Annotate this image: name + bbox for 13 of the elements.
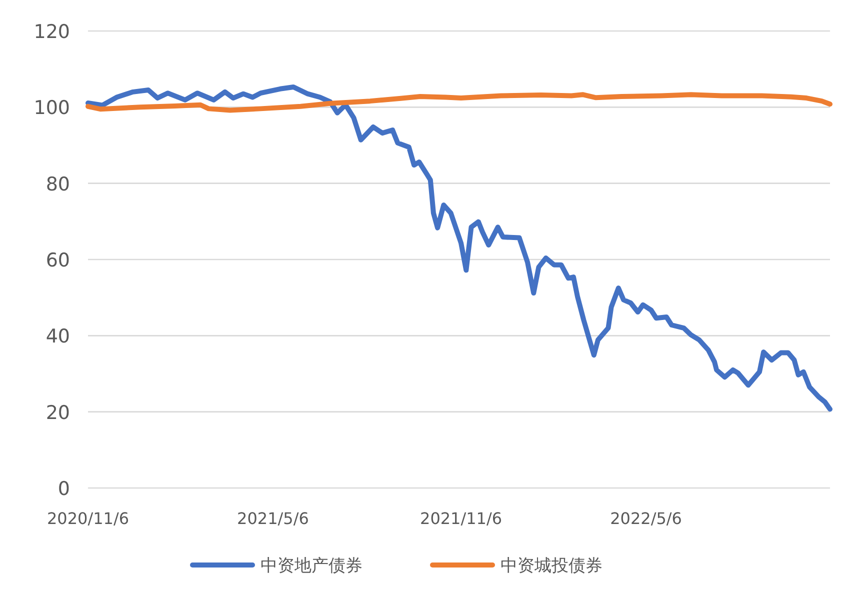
x-tick-label: 2022/5/6: [610, 509, 682, 528]
y-tick-label: 80: [46, 173, 70, 196]
x-tick-label: 2021/11/6: [420, 509, 502, 528]
y-tick-label: 120: [34, 21, 70, 43]
y-tick-label: 100: [34, 97, 70, 120]
x-tick-label: 2021/5/6: [237, 509, 309, 528]
legend-label: 中资地产债券: [260, 556, 362, 576]
y-tick-label: 60: [46, 250, 70, 272]
y-tick-label: 0: [58, 478, 70, 500]
x-tick-label: 2020/11/6: [46, 509, 130, 528]
y-tick-label: 40: [46, 326, 70, 348]
y-tick-label: 20: [46, 402, 70, 424]
legend-label: 中资城投债券: [500, 556, 602, 576]
